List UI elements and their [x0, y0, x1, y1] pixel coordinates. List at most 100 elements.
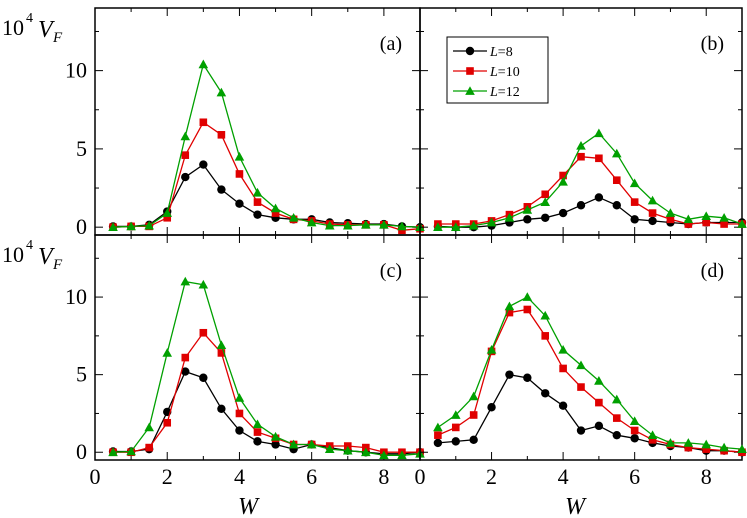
- data-point: [450, 410, 461, 419]
- data-point: [558, 176, 568, 186]
- data-point: [253, 210, 262, 219]
- legend-label: L=8: [489, 45, 513, 60]
- data-point: [647, 195, 658, 205]
- data-point: [217, 185, 226, 194]
- data-point: [720, 220, 728, 228]
- data-point: [108, 222, 118, 232]
- ylabel-bottom: 10 4 V F: [2, 238, 63, 273]
- series-line: [113, 121, 421, 231]
- data-point: [271, 209, 280, 217]
- data-point: [612, 176, 621, 185]
- ylabel-bottom-exp: 4: [26, 238, 33, 253]
- y-tick-label: 0: [76, 439, 87, 464]
- ylabel-bottom-sub: F: [52, 257, 63, 273]
- data-point: [379, 450, 389, 460]
- series-L-10: [109, 328, 424, 457]
- data-point: [198, 59, 209, 69]
- data-point: [468, 220, 479, 230]
- data-point: [288, 212, 299, 222]
- data-point: [505, 370, 514, 379]
- x-tick-label: 2: [162, 464, 173, 489]
- data-point: [629, 416, 640, 426]
- data-point: [595, 398, 603, 407]
- series-line: [437, 373, 743, 453]
- series-L-10: [434, 305, 746, 457]
- data-point: [629, 178, 640, 188]
- data-point: [469, 411, 478, 419]
- panel-b: (b): [419, 7, 747, 236]
- data-point: [181, 172, 190, 182]
- x-tick-label: 4: [234, 464, 245, 489]
- data-point: [665, 438, 676, 447]
- data-point: [540, 310, 551, 320]
- data-point: [342, 220, 353, 230]
- data-point: [541, 213, 550, 222]
- data-point: [181, 367, 190, 376]
- panel-label: (b): [701, 33, 724, 55]
- data-point: [252, 419, 263, 429]
- data-point: [180, 276, 191, 286]
- data-point: [217, 131, 226, 139]
- data-point: [486, 217, 497, 227]
- data-point: [468, 391, 479, 401]
- data-point: [216, 340, 227, 350]
- legend-box: [446, 36, 549, 104]
- x-tick-label: 6: [306, 464, 317, 489]
- panel-label: (c): [380, 260, 402, 282]
- data-point: [630, 434, 639, 443]
- data-point: [379, 220, 389, 229]
- data-point: [270, 431, 281, 441]
- ylabel-bottom-base: 10: [2, 242, 24, 267]
- data-point: [541, 332, 550, 340]
- data-point: [162, 208, 173, 217]
- data-point: [594, 128, 604, 138]
- data-point: [126, 446, 136, 456]
- data-point: [522, 205, 533, 214]
- x-tick-label: 0: [415, 464, 426, 489]
- data-point: [397, 221, 407, 231]
- panel-d: 0 2 4 6 8 (d): [415, 234, 747, 489]
- data-point: [324, 220, 335, 230]
- data-point: [558, 208, 568, 218]
- series-line: [113, 163, 421, 228]
- data-point: [594, 193, 604, 202]
- data-point: [398, 226, 406, 235]
- data-point: [611, 394, 622, 404]
- data-point: [576, 360, 586, 370]
- data-point: [181, 353, 190, 362]
- data-point: [469, 435, 478, 445]
- series-L-12: [108, 59, 425, 232]
- data-point: [162, 348, 173, 357]
- xlabel-left: W: [238, 494, 260, 518]
- data-point: [558, 345, 568, 354]
- data-point: [612, 430, 621, 440]
- data-point: [235, 170, 244, 178]
- data-point: [648, 209, 657, 217]
- legend-entry: L=8: [453, 45, 513, 60]
- ylabel-top-base: 10: [2, 15, 24, 40]
- data-point: [144, 220, 154, 230]
- legend-marker: [465, 86, 475, 95]
- data-point: [504, 212, 515, 222]
- data-point: [163, 418, 172, 427]
- data-point: [163, 213, 172, 222]
- legend-marker: [465, 46, 475, 56]
- data-point: [559, 171, 567, 180]
- y-tick-label: 10: [65, 58, 87, 83]
- ylabel-bottom-var: V: [38, 244, 55, 270]
- data-point: [684, 443, 693, 452]
- x-tick-label: 0: [90, 464, 101, 489]
- legend-label: L=12: [489, 85, 520, 100]
- data-point: [486, 345, 497, 354]
- data-point: [684, 220, 693, 228]
- data-point: [217, 404, 226, 413]
- y-tick-label: 5: [76, 362, 87, 387]
- data-point: [271, 440, 280, 449]
- data-point: [559, 364, 567, 373]
- series-line: [113, 280, 421, 456]
- y-tick-label: 5: [76, 136, 87, 161]
- panel-frame: [419, 234, 743, 461]
- data-point: [450, 222, 461, 232]
- data-point: [737, 444, 747, 453]
